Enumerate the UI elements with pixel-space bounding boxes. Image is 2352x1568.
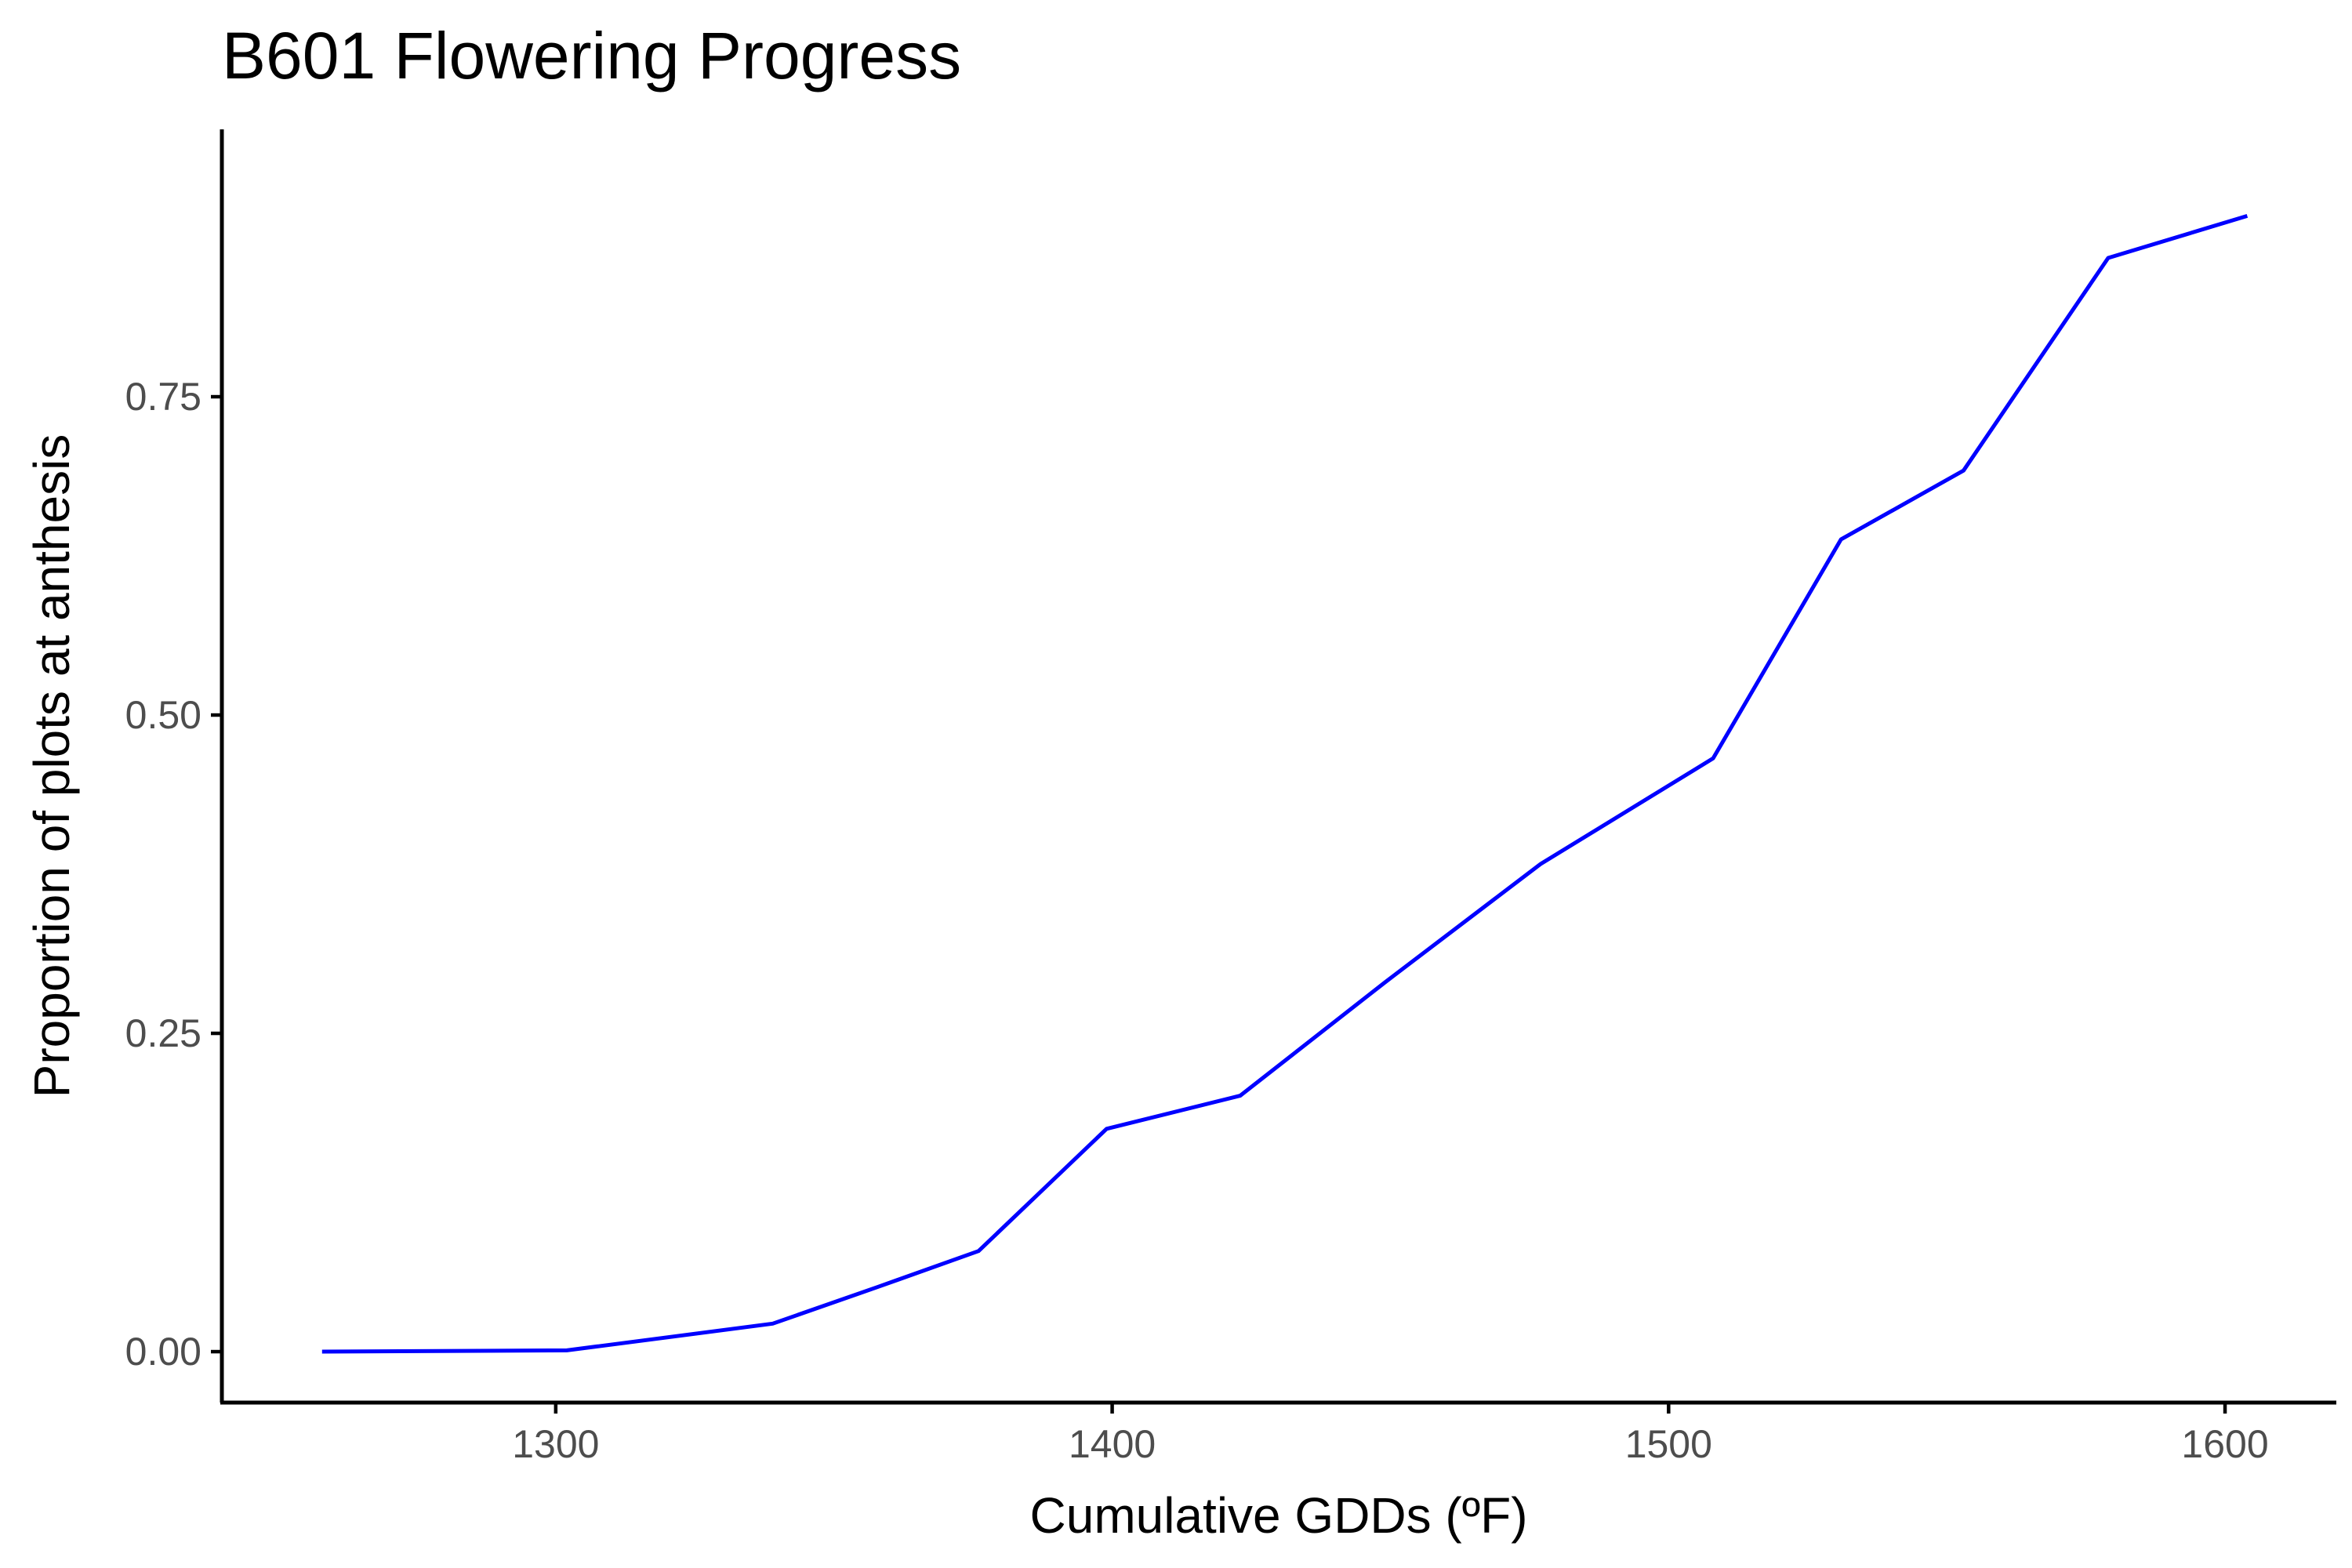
chart-title: B601 Flowering Progress xyxy=(222,19,961,93)
x-tick-label: 1500 xyxy=(1625,1422,1712,1466)
y-tick-label: 0.25 xyxy=(125,1011,201,1055)
plot-area xyxy=(321,214,2249,1354)
x-tick-label: 1300 xyxy=(512,1422,599,1466)
y-tick-label: 0.00 xyxy=(125,1330,201,1374)
series-line-0 xyxy=(321,214,2249,1354)
y-tick-label: 0.75 xyxy=(125,375,201,419)
x-tick-label: 1400 xyxy=(1069,1422,1156,1466)
y-tick-label: 0.50 xyxy=(125,693,201,737)
x-axis-title: Cumulative GDDs (ºF) xyxy=(1030,1487,1528,1544)
y-axis: 0.00 0.25 0.50 0.75 xyxy=(125,375,222,1374)
y-axis-title: Proportion of plots at anthesis xyxy=(24,434,80,1098)
x-axis: 1300 1400 1500 1600 xyxy=(512,1403,2269,1466)
x-tick-label: 1600 xyxy=(2181,1422,2268,1466)
